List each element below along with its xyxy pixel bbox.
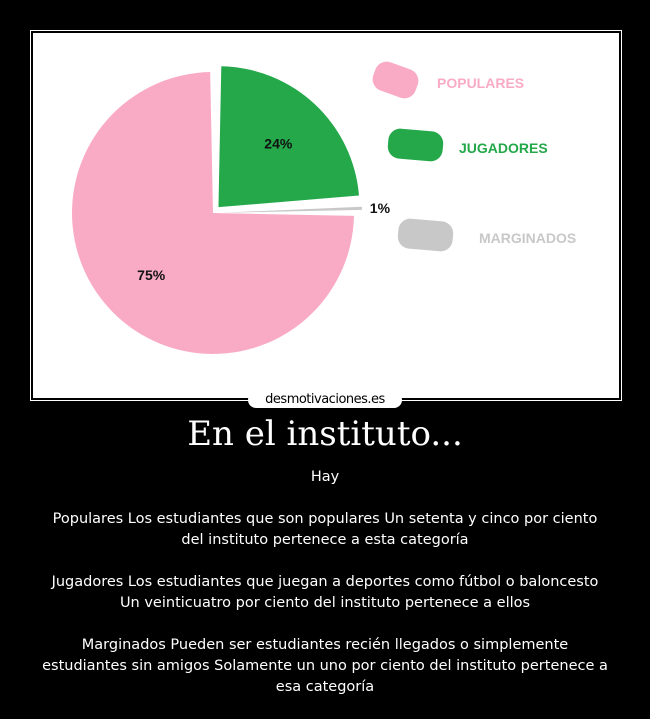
legend-swatch <box>396 217 455 253</box>
legend-swatch <box>386 127 445 163</box>
legend-label: MARGINADOS <box>479 230 577 246</box>
data-label: 1% <box>370 200 391 216</box>
legend-label: POPULARES <box>437 75 525 91</box>
poster-frame: 24% 1% 75% POPULARES JUGADORES MARGINADOS <box>30 30 622 401</box>
paragraph: Hay <box>310 469 340 485</box>
paragraph: Jugadores Los estudiantes que juegan a d… <box>51 574 599 611</box>
pie-chart: 24% 1% 75% <box>72 66 391 355</box>
data-label: 75% <box>137 267 166 283</box>
data-label: 24% <box>264 135 293 151</box>
watermark: desmotivaciones.es <box>248 392 402 408</box>
pie-slice-jugadores <box>218 66 359 208</box>
poster-text: Hay Populares Los estudiantes que son po… <box>40 467 610 719</box>
pie-slice-populares <box>72 72 354 355</box>
poster-title: En el instituto... <box>187 414 463 454</box>
legend-label: JUGADORES <box>459 140 548 156</box>
chart-image: 24% 1% 75% POPULARES JUGADORES MARGINADOS <box>33 33 619 398</box>
paragraph: Marginados Pueden ser estudiantes recién… <box>42 637 608 695</box>
pie-slice-marginados <box>220 206 362 213</box>
paragraph: Populares Los estudiantes que son popula… <box>52 511 598 548</box>
